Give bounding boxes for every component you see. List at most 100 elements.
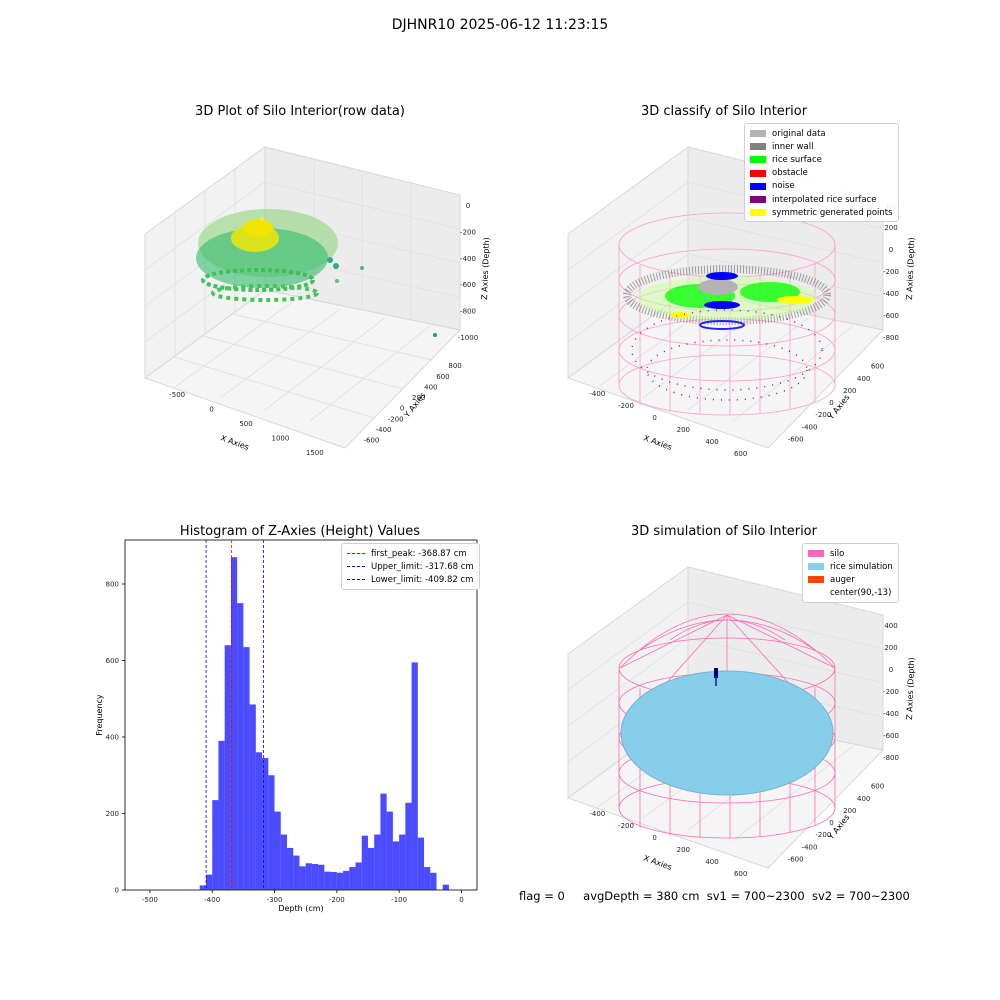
figure-title: DJHNR10 2025-06-12 11:23:15	[391, 17, 609, 33]
legend-label: Lower_limit: -409.82 cm	[371, 574, 474, 585]
simulation-legend: silo rice simulation auger center(90,-13)	[802, 543, 899, 603]
histogram-bar	[355, 862, 362, 890]
legend-label: rice surface	[772, 154, 822, 165]
histogram-y-tick-label: 0	[115, 887, 119, 895]
histogram-bar	[318, 864, 325, 890]
legend-entry: noise	[750, 180, 893, 193]
legend-swatch	[750, 169, 766, 177]
legend-entry: rice simulation	[808, 560, 893, 573]
histogram-bar	[405, 802, 412, 890]
histogram-y-tick-label: 400	[106, 733, 119, 741]
legend-swatch	[808, 590, 824, 597]
histogram-y-tick-label: 600	[106, 657, 119, 665]
histogram-bar	[268, 775, 275, 890]
legend-label: original data	[772, 128, 826, 139]
legend-label: first_peak: -368.87 cm	[371, 548, 467, 559]
legend-label: silo	[830, 548, 845, 559]
legend-swatch	[750, 156, 766, 164]
histogram-x-label: Depth (cm)	[278, 904, 323, 913]
histogram-bar	[255, 752, 263, 890]
legend-line-swatch	[347, 553, 365, 555]
histogram-bar	[199, 885, 206, 890]
histogram-y-label: Frequency	[95, 694, 104, 736]
legend-swatch	[750, 196, 766, 204]
histogram-y-ticks: 0 200 400 600 800	[106, 580, 125, 895]
histogram-bar	[237, 603, 244, 890]
histogram-bar	[305, 863, 312, 890]
histogram-bar	[343, 870, 350, 890]
histogram-title: Histogram of Z-Axies (Height) Values	[179, 524, 421, 539]
legend-label: auger	[830, 574, 855, 585]
histogram-bar	[274, 811, 281, 890]
histogram-bar	[411, 662, 418, 890]
histogram-bar	[392, 841, 400, 890]
legend-label: Upper_limit: -317.68 cm	[371, 561, 474, 572]
histogram-x-tick-label: -200	[329, 896, 345, 904]
histogram-x-tick-label: -300	[267, 896, 283, 904]
histogram-bar	[430, 872, 437, 890]
legend-entry: silo	[808, 547, 893, 560]
histogram-bar	[311, 863, 319, 890]
histogram-legend: first_peak: -368.87 cm Upper_limit: -317.…	[341, 543, 480, 590]
legend-swatch	[750, 143, 766, 151]
raw-plot-title: 3D Plot of Silo Interior(row data)	[195, 104, 405, 119]
histogram-bar	[249, 704, 256, 890]
histogram-bar	[361, 835, 368, 890]
legend-label: rice simulation	[830, 561, 893, 572]
histogram-bars	[199, 557, 449, 890]
histogram-bar	[212, 800, 219, 890]
legend-line-swatch	[347, 566, 365, 568]
histogram-x-tick-label: 0	[459, 896, 463, 904]
legend-label: inner wall	[772, 141, 814, 152]
histogram-x-ticks: -500 -400 -300 -200 -100 0	[142, 890, 464, 904]
legend-entry: Lower_limit: -409.82 cm	[347, 573, 474, 586]
histogram-bar	[442, 884, 449, 890]
legend-entry: obstacle	[750, 167, 893, 180]
classify-legend: original data inner wall rice surface obsta…	[744, 123, 899, 223]
histogram-bar	[330, 872, 337, 890]
histogram-reference-lines	[205, 540, 264, 890]
histogram-bar	[280, 834, 287, 890]
histogram-bar	[380, 793, 387, 890]
histogram-bar	[374, 834, 381, 890]
legend-swatch	[750, 182, 766, 190]
histogram-bar	[417, 837, 425, 890]
histogram-bar	[424, 867, 431, 890]
histogram-bar	[324, 871, 331, 890]
legend-swatch	[808, 550, 824, 558]
legend-swatch	[750, 209, 766, 217]
legend-label: interpolated rice surface	[772, 194, 877, 205]
histogram-bar	[243, 647, 250, 890]
histogram-bar	[205, 874, 213, 890]
legend-entry: Upper_limit: -317.68 cm	[347, 560, 474, 573]
legend-entry: auger	[808, 573, 893, 586]
legend-entry: interpolated rice surface	[750, 193, 893, 206]
legend-entry: rice surface	[750, 153, 893, 166]
legend-entry: original data	[750, 127, 893, 140]
histogram-x-tick-label: -500	[142, 896, 158, 904]
histogram-plot-area	[124, 539, 478, 891]
legend-entry: center(90,-13)	[808, 587, 893, 600]
histogram-x-tick-label: -100	[391, 896, 407, 904]
legend-swatch	[808, 563, 824, 571]
histogram-bar	[299, 866, 306, 890]
histogram-bar	[218, 740, 225, 890]
histogram-bar	[386, 811, 393, 890]
legend-entry: symmetric generated points	[750, 206, 893, 219]
status-line: flag = 0 avgDepth = 380 cm sv1 = 700~230…	[519, 889, 910, 903]
legend-line-swatch	[347, 579, 365, 581]
histogram-x-tick-label: -400	[204, 896, 220, 904]
sv1-text: sv1 = 700~2300	[706, 889, 805, 903]
histogram-bar	[224, 645, 231, 890]
flag-text: flag = 0	[519, 889, 565, 903]
histogram-bar	[286, 847, 294, 890]
legend-label: symmetric generated points	[772, 207, 893, 218]
histogram-bar	[367, 847, 375, 890]
histogram-bar	[230, 557, 238, 890]
legend-swatch	[750, 130, 766, 138]
classify-plot-title: 3D classify of Silo Interior	[640, 104, 808, 119]
sv2-text: sv2 = 700~2300	[811, 889, 910, 903]
legend-entry: inner wall	[750, 140, 893, 153]
histogram-bar	[399, 834, 406, 890]
